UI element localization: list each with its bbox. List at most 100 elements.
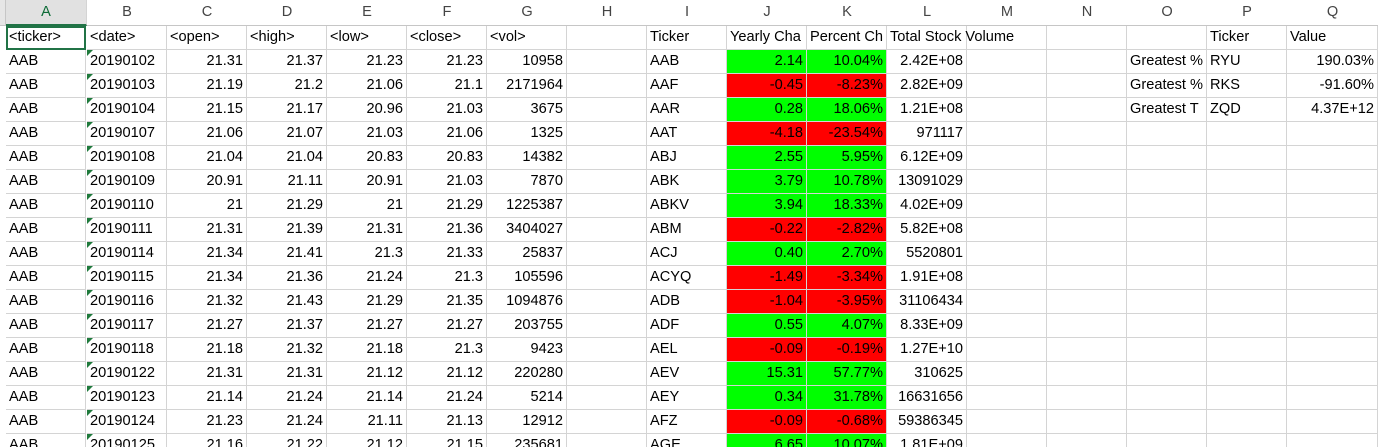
cell-empty[interactable] — [1207, 362, 1287, 386]
data-cell-f[interactable]: 21.27 — [407, 314, 487, 338]
data-cell-a[interactable]: AAB — [6, 74, 86, 98]
data-cell-g[interactable]: 25837 — [487, 242, 567, 266]
cell-empty[interactable] — [1287, 194, 1378, 218]
summary-ticker[interactable]: ADF — [647, 314, 727, 338]
data-cell-g[interactable]: 3404027 — [487, 218, 567, 242]
yearly-change-cell[interactable]: 6.65 — [727, 434, 807, 447]
data-cell-a[interactable]: AAB — [6, 194, 86, 218]
data-cell-e[interactable]: 21.18 — [327, 338, 407, 362]
header-cell-e[interactable]: <low> — [327, 26, 407, 50]
column-header-d[interactable]: D — [247, 0, 328, 26]
data-cell-d[interactable]: 21.17 — [247, 98, 327, 122]
cell-empty[interactable] — [1047, 434, 1127, 447]
total-volume-cell[interactable]: 5.82E+08 — [887, 218, 967, 242]
data-cell-d[interactable]: 21.32 — [247, 338, 327, 362]
cell-empty[interactable] — [967, 434, 1047, 447]
data-cell-g[interactable]: 10958 — [487, 50, 567, 74]
data-cell-c[interactable]: 21.31 — [167, 50, 247, 74]
cell-empty[interactable] — [567, 290, 647, 314]
yearly-change-cell[interactable]: -1.04 — [727, 290, 807, 314]
data-cell-a[interactable]: AAB — [6, 170, 86, 194]
column-header-a[interactable]: A — [6, 0, 87, 26]
data-cell-g[interactable]: 2171964 — [487, 74, 567, 98]
data-cell-g[interactable]: 203755 — [487, 314, 567, 338]
column-header-e[interactable]: E — [327, 0, 408, 26]
cell-empty[interactable] — [1127, 386, 1207, 410]
data-cell-b[interactable]: 20190114 — [87, 242, 167, 266]
total-volume-cell[interactable]: 310625 — [887, 362, 967, 386]
cell-empty[interactable] — [967, 362, 1047, 386]
cell-empty[interactable] — [567, 218, 647, 242]
percent-change-cell[interactable]: -23.54% — [807, 122, 887, 146]
column-header-i[interactable]: I — [647, 0, 728, 26]
data-cell-a[interactable]: AAB — [6, 266, 86, 290]
yearly-change-cell[interactable]: -0.09 — [727, 338, 807, 362]
data-cell-a[interactable]: AAB — [6, 290, 86, 314]
data-cell-f[interactable]: 21.12 — [407, 362, 487, 386]
data-cell-c[interactable]: 21 — [167, 194, 247, 218]
percent-change-cell[interactable]: 10.78% — [807, 170, 887, 194]
data-cell-a[interactable]: AAB — [6, 146, 86, 170]
yearly-change-cell[interactable]: 2.55 — [727, 146, 807, 170]
percent-change-cell[interactable]: 4.07% — [807, 314, 887, 338]
cell-empty[interactable] — [1287, 362, 1378, 386]
cell-empty[interactable] — [1047, 146, 1127, 170]
select-all-corner[interactable] — [0, 0, 6, 26]
cell-empty[interactable] — [1047, 98, 1127, 122]
cell-empty[interactable] — [567, 26, 647, 50]
header-cell-q[interactable]: Value — [1287, 26, 1378, 50]
yearly-change-cell[interactable]: -0.22 — [727, 218, 807, 242]
header-cell-g[interactable]: <vol> — [487, 26, 567, 50]
data-cell-c[interactable]: 21.32 — [167, 290, 247, 314]
column-header-f[interactable]: F — [407, 0, 488, 26]
yearly-change-cell[interactable]: 0.28 — [727, 98, 807, 122]
cell-empty[interactable] — [1207, 122, 1287, 146]
percent-change-cell[interactable]: 10.04% — [807, 50, 887, 74]
data-cell-e[interactable]: 21.29 — [327, 290, 407, 314]
data-cell-a[interactable]: AAB — [6, 122, 86, 146]
column-header-c[interactable]: C — [167, 0, 248, 26]
yearly-change-cell[interactable]: 15.31 — [727, 362, 807, 386]
cell-empty[interactable] — [1047, 362, 1127, 386]
percent-change-cell[interactable]: -3.95% — [807, 290, 887, 314]
column-header-l[interactable]: L — [887, 0, 968, 26]
data-cell-f[interactable]: 21.03 — [407, 98, 487, 122]
cell-empty[interactable] — [1287, 218, 1378, 242]
cell-empty[interactable] — [967, 386, 1047, 410]
data-cell-a[interactable]: AAB — [6, 314, 86, 338]
cell-empty[interactable] — [1207, 146, 1287, 170]
cell-empty[interactable] — [567, 410, 647, 434]
cell-empty[interactable] — [967, 290, 1047, 314]
cell-empty[interactable] — [1047, 386, 1127, 410]
total-volume-cell[interactable]: 4.02E+09 — [887, 194, 967, 218]
total-volume-cell[interactable]: 16631656 — [887, 386, 967, 410]
data-cell-f[interactable]: 21.1 — [407, 74, 487, 98]
column-header-j[interactable]: J — [727, 0, 808, 26]
yearly-change-cell[interactable]: -0.45 — [727, 74, 807, 98]
summary-ticker[interactable]: ABK — [647, 170, 727, 194]
percent-change-cell[interactable]: 10.07% — [807, 434, 887, 447]
greatest-value[interactable]: -91.60% — [1287, 74, 1378, 98]
data-cell-g[interactable]: 7870 — [487, 170, 567, 194]
greatest-value[interactable]: 190.03% — [1287, 50, 1378, 74]
yearly-change-cell[interactable]: -1.49 — [727, 266, 807, 290]
data-cell-g[interactable]: 12912 — [487, 410, 567, 434]
data-cell-b[interactable]: 20190111 — [87, 218, 167, 242]
data-cell-c[interactable]: 20.91 — [167, 170, 247, 194]
cell-empty[interactable] — [1207, 266, 1287, 290]
data-cell-c[interactable]: 21.23 — [167, 410, 247, 434]
percent-change-cell[interactable]: -0.68% — [807, 410, 887, 434]
summary-ticker[interactable]: AAT — [647, 122, 727, 146]
data-cell-d[interactable]: 21.41 — [247, 242, 327, 266]
data-cell-a[interactable]: AAB — [6, 98, 86, 122]
data-cell-c[interactable]: 21.31 — [167, 362, 247, 386]
cell-empty[interactable] — [967, 98, 1047, 122]
cell-empty[interactable] — [967, 266, 1047, 290]
data-cell-a[interactable]: AAB — [6, 338, 86, 362]
column-header-k[interactable]: K — [807, 0, 888, 26]
header-cell-j[interactable]: Yearly Cha — [727, 26, 807, 50]
data-cell-b[interactable]: 20190108 — [87, 146, 167, 170]
cell-empty[interactable] — [967, 50, 1047, 74]
total-volume-cell[interactable]: 6.12E+09 — [887, 146, 967, 170]
data-cell-f[interactable]: 21.29 — [407, 194, 487, 218]
